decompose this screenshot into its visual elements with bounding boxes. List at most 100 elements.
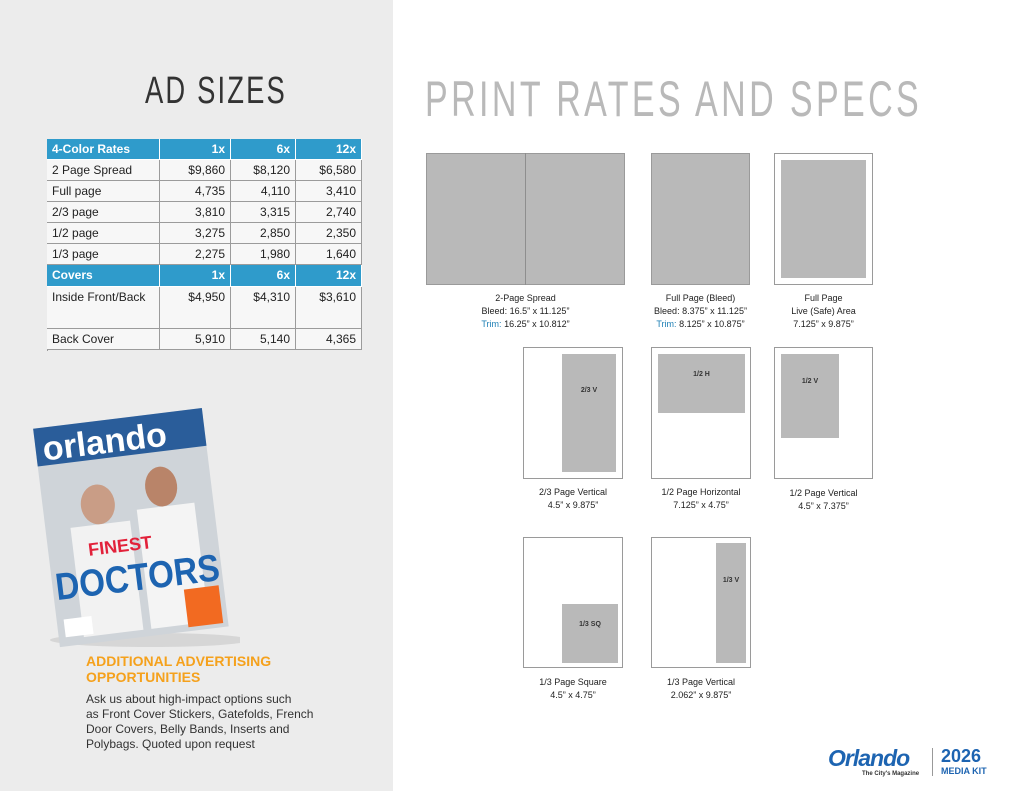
table-cell: 1/2 page [47, 223, 160, 244]
table-cell: 2,350 [296, 223, 362, 244]
caption-line: 1/3 Page Square [539, 677, 607, 687]
barcode [63, 616, 94, 638]
body-line: Door Covers, Belly Bands, Inserts and [86, 722, 290, 736]
ad-area [716, 543, 746, 663]
table-cell: 2,850 [231, 223, 296, 244]
body-line: as Front Cover Stickers, Gatefolds, Fren… [86, 707, 314, 721]
caption-line: 7.125” x 9.875” [793, 319, 854, 329]
trim-value: 16.25” x 10.812” [504, 319, 570, 329]
spec-caption: 1/2 Page Vertical 4.5” x 7.375” [734, 487, 914, 513]
table-cell: 2 Page Spread [47, 160, 160, 181]
caption-line: Trim: 8.125” x 10.875” [611, 318, 791, 331]
trim-label: Trim: [481, 319, 502, 329]
person [145, 466, 178, 507]
table-cell: 4,365 [296, 329, 362, 350]
table-cell: Full page [47, 181, 160, 202]
caption-line: Live (Safe) Area [791, 306, 856, 316]
additional-title: ADDITIONAL ADVERTISING OPPORTUNITIES [86, 653, 271, 685]
caption-line: 2/3 Page Vertical [538, 487, 608, 497]
ad-area-label: 1/3 SQ [579, 620, 601, 628]
cover-banner [33, 408, 207, 467]
ad-area-label: 1/2 V [801, 377, 819, 385]
cover-badge [183, 585, 224, 628]
table-cell: 2,275 [160, 244, 231, 265]
spread-fold [525, 153, 526, 285]
spec-caption: Full Page Live (Safe) Area 7.125” x 9.875” [734, 292, 914, 331]
footer-divider [932, 748, 933, 776]
ad-area [562, 354, 616, 472]
ad-area-label: 2/3 V [580, 387, 598, 395]
caption-line: Bleed: 16.5” x 11.125” [481, 306, 570, 316]
coat [70, 520, 144, 638]
caption-line: 1/2 Page Vertical [789, 488, 858, 498]
footer-year: 2026 [941, 746, 982, 766]
table-header-cell: 4-Color Rates [47, 139, 160, 160]
right-title: PRINT RATES AND SPECS [425, 71, 923, 127]
person [80, 484, 115, 525]
table-cell: $4,950 [160, 287, 231, 329]
title-line: OPPORTUNITIES [86, 669, 201, 685]
table-header-cell: 6x [231, 265, 296, 287]
caption-line: Full Page (Bleed) [665, 293, 736, 303]
caption-line: 4.5” x 9.875” [547, 500, 599, 510]
spec-caption: 2/3 Page Vertical 4.5” x 9.875” [483, 486, 663, 512]
magazine-cover: orlando FINEST DOCTORS [33, 408, 240, 648]
table-header-cell: Covers [47, 265, 160, 287]
table-cell: 4,110 [231, 181, 296, 202]
caption-line: 7.125” x 4.75” [673, 500, 729, 510]
left-title: AD SIZES [145, 70, 287, 112]
ad-area [781, 354, 839, 438]
caption-line: Bleed: 8.375” x 11.125” [654, 306, 747, 316]
table-cell: Back Cover [47, 329, 160, 350]
ad-area [658, 354, 745, 413]
table-header-cell: 1x [160, 139, 231, 160]
caption-line: 2.062” x 9.875” [670, 690, 732, 700]
body-line: Ask us about high-impact options such [86, 692, 292, 706]
caption-line: 1/3 Page Vertical [666, 677, 736, 687]
table-cell: 5,140 [231, 329, 296, 350]
table-header-cell: 12x [296, 265, 362, 287]
spec-caption: 2-Page Spread Bleed: 16.5” x 11.125” Trim:… [436, 292, 616, 331]
table-cell: 3,275 [160, 223, 231, 244]
spec-caption: Full Page (Bleed) Bleed: 8.375” x 11.125”… [611, 292, 791, 331]
ad-area-label: 1/3 V [722, 576, 740, 584]
additional-body: Ask us about high-impact options such as… [86, 692, 313, 752]
page-outline [651, 153, 750, 285]
spec-caption: 1/3 Page Square 4.5” x 4.75” [483, 676, 663, 702]
trim-value: 8.125” x 10.875” [679, 319, 745, 329]
body-line: Polybags. Quoted upon request [86, 737, 255, 751]
table-cell: 3,810 [160, 202, 231, 223]
ad-area-label: 1/2 H [693, 370, 710, 378]
caption-line: 4.5” x 7.375” [798, 501, 849, 511]
table-cell: 3,315 [231, 202, 296, 223]
table-cell: 3,410 [296, 181, 362, 202]
ad-area [562, 604, 618, 663]
footer-brand: Orlando [828, 745, 910, 771]
table-cell: $9,860 [160, 160, 231, 181]
table-cell: 5,910 [160, 329, 231, 350]
table-cell: 1/3 page [47, 244, 160, 265]
title-line: ADDITIONAL ADVERTISING [86, 653, 272, 669]
table-cell: $3,610 [296, 287, 362, 329]
table-cell: 1,980 [231, 244, 296, 265]
table-cell: $8,120 [231, 160, 296, 181]
trim-label: Trim: [656, 319, 677, 329]
table-cell: $4,310 [231, 287, 296, 329]
table-cell: $6,580 [296, 160, 362, 181]
table-cell: 2,740 [296, 202, 362, 223]
spec-caption: 1/3 Page Vertical 2.062” x 9.875” [611, 676, 791, 702]
left-panel [0, 0, 393, 791]
ad-area [781, 160, 866, 278]
table-cell: 2/3 page [47, 202, 160, 223]
caption-line: 2-Page Spread [495, 293, 556, 303]
caption-line: Trim: 16.25” x 10.812” [436, 318, 616, 331]
table-cell: Inside Front/Back [47, 287, 160, 329]
table-header-cell: 1x [160, 265, 231, 287]
caption-line: 1/2 Page Horizontal [661, 487, 741, 497]
table-header-cell: 12x [296, 139, 362, 160]
table-cell: 1,640 [296, 244, 362, 265]
footer-tagline: The City's Magazine [862, 771, 920, 777]
table-cell: 4,735 [160, 181, 231, 202]
footer-kit: MEDIA KIT [941, 766, 987, 776]
